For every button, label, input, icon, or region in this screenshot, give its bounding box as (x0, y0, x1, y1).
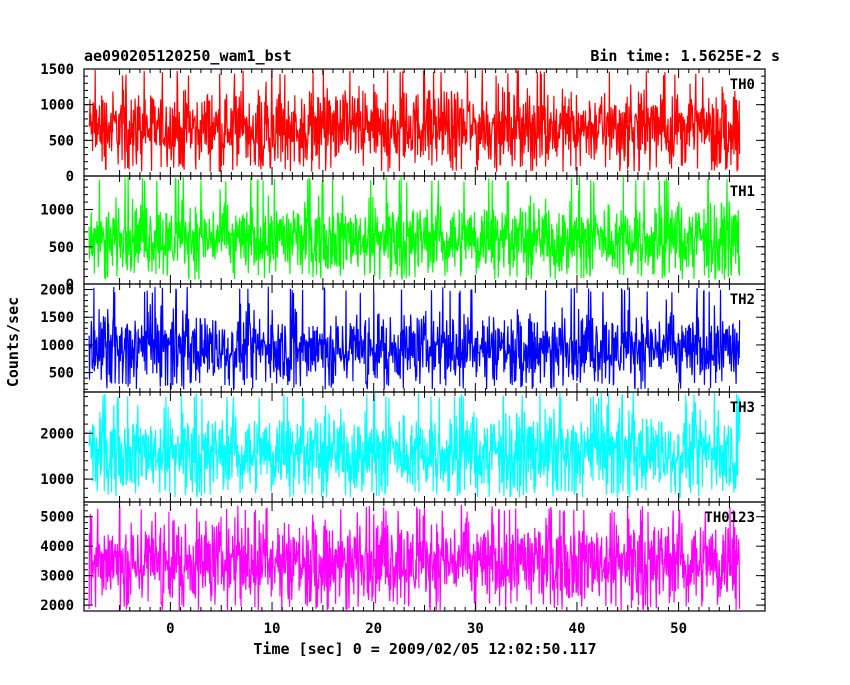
y-tick-label: 500 (49, 240, 74, 256)
y-tick-label: 4000 (40, 539, 74, 555)
y-tick-label: 1000 (40, 98, 74, 114)
panel-label: TH1 (730, 184, 755, 200)
y-tick-label: 0 (66, 277, 74, 293)
panel-label: TH0 (730, 77, 755, 93)
x-tick-label: 20 (365, 621, 382, 637)
plot-title: ae090205120250_wam1_bst (84, 47, 292, 65)
y-tick-label: 1500 (40, 310, 74, 326)
x-tick-label: 40 (569, 621, 586, 637)
series-line-th2 (88, 286, 741, 392)
panel-th0: TH0 0 500 1000 1500 (40, 62, 766, 185)
x-tick-label: 0 (166, 621, 174, 637)
y-tick-label: 2000 (40, 426, 74, 442)
y-tick-label: 3000 (40, 569, 74, 585)
series-line-th0 (88, 69, 741, 172)
panel-th2: TH2 500 1000 1500 2000 (40, 283, 766, 393)
bin-time-label: Bin time: 1.5625E-2 s (590, 47, 780, 65)
panel-th1: TH1 0 500 1000 (40, 175, 766, 293)
series-line-th0123 (88, 504, 741, 611)
y-tick-label: 0 (66, 169, 74, 185)
y-tick-label: 1000 (40, 203, 74, 219)
series-line-th1 (88, 176, 741, 280)
y-tick-label: 1500 (40, 62, 74, 78)
x-axis-label: Time [sec] 0 = 2009/02/05 12:02:50.117 (253, 640, 596, 658)
y-tick-label: 5000 (40, 510, 74, 526)
x-tick-label: 50 (670, 621, 687, 637)
y-tick-label: 500 (49, 133, 74, 149)
panel-label: TH0123 (704, 510, 755, 526)
y-tick-label: 2000 (40, 283, 74, 299)
y-axis-label: Counts/sec (4, 297, 22, 387)
y-tick-label: 2000 (40, 598, 74, 614)
panel-th3: TH3 1000 2000 (40, 391, 766, 503)
y-tick-label: 500 (49, 366, 74, 382)
x-tick-label: 30 (467, 621, 484, 637)
x-tick-label: 10 (264, 621, 281, 637)
panel-label: TH3 (730, 400, 755, 416)
series-line-th3 (88, 392, 741, 500)
panel-label: TH2 (730, 292, 755, 308)
panel-th0123: TH0123 2000 3000 4000 5000 (40, 501, 766, 614)
y-tick-label: 1000 (40, 472, 74, 488)
panels-group: TH0050010001500TH105001000TH250010001500… (40, 62, 766, 637)
y-tick-label: 1000 (40, 338, 74, 354)
